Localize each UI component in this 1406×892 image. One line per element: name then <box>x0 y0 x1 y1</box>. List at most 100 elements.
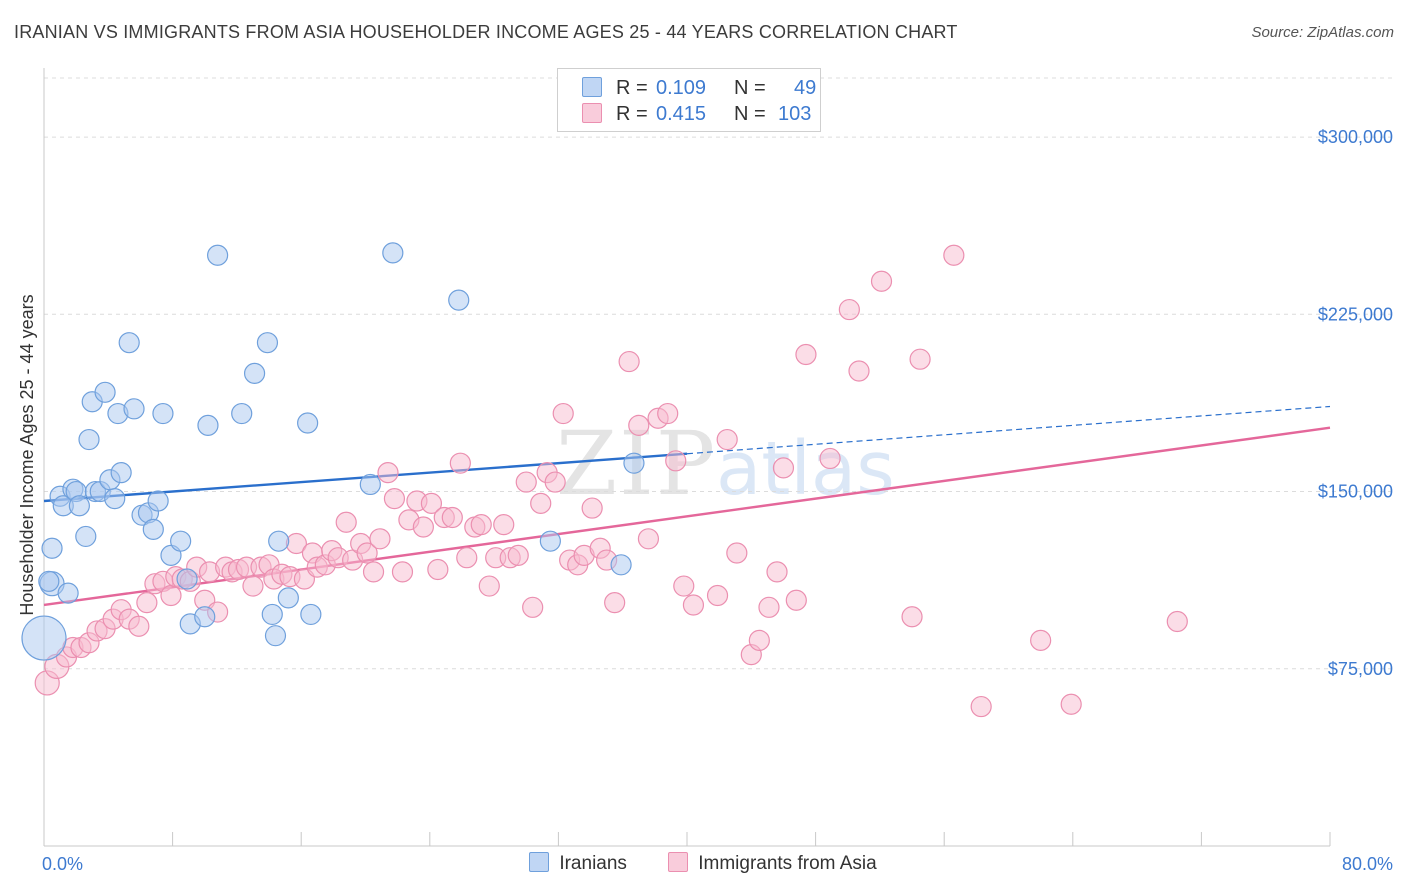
legend-r-label: R = <box>616 77 648 99</box>
asia-point <box>1060 693 1082 715</box>
iranians-point <box>623 452 645 474</box>
iranians-point <box>57 582 79 604</box>
asia-point <box>1030 629 1052 652</box>
legend-n-label: N = <box>734 103 766 125</box>
asia-point <box>618 350 640 373</box>
asia-point <box>420 492 443 514</box>
asia-point <box>552 402 574 425</box>
asia-point <box>870 270 893 292</box>
iranians-point <box>21 615 67 661</box>
asia-point <box>441 506 463 529</box>
iranians-point <box>268 530 290 552</box>
asia-point <box>665 450 687 472</box>
iranians-point <box>118 332 140 354</box>
asia-point <box>412 516 434 538</box>
chart-source: Source: ZipAtlas.com <box>1251 24 1394 41</box>
iranians-point <box>610 554 632 576</box>
asia-point <box>369 528 391 550</box>
x-tick-label: 80.0% <box>1342 854 1393 874</box>
iranians-point <box>297 412 319 434</box>
legend-item-asia: Immigrants from Asia <box>668 852 877 875</box>
asia-point <box>470 514 492 536</box>
y-tick-label: $75,000 <box>1328 659 1393 679</box>
iranians-point <box>261 603 283 626</box>
iranians-point <box>256 332 279 354</box>
iranians-point <box>264 625 287 647</box>
legend-n-value-iranians: 49 <box>794 77 817 99</box>
asia-point <box>604 592 626 614</box>
asia-point <box>522 596 544 618</box>
stats-legend: R = 0.109 N = 49 R = 0.415 N = 103 <box>557 68 821 132</box>
iranians-point <box>104 488 126 510</box>
legend-r-label: R = <box>616 103 648 125</box>
legend-swatch-iranians <box>582 77 602 97</box>
asia-point <box>758 596 780 618</box>
legend-swatch-iranians <box>529 852 550 872</box>
asia-point <box>785 589 807 611</box>
iranians-point <box>194 606 216 628</box>
asia-point <box>657 402 679 425</box>
iranians-point <box>300 603 322 626</box>
asia-point <box>515 471 537 493</box>
asia-point <box>362 561 385 583</box>
asia-point <box>456 547 478 569</box>
legend-swatch-asia <box>668 852 689 872</box>
iranians-point <box>197 414 219 436</box>
asia-point <box>772 457 795 479</box>
iranians-point <box>110 462 132 484</box>
y-axis-label: Householder Income Ages 25 - 44 years <box>17 294 37 615</box>
asia-point <box>356 542 378 564</box>
iranians-point <box>94 381 116 403</box>
asia-point <box>383 488 406 510</box>
y-tick-label: $150,000 <box>1318 482 1393 502</box>
asia-point <box>848 360 870 382</box>
iranians-point <box>176 568 198 590</box>
asia-point <box>544 471 566 493</box>
legend-item-iranians: Iranians <box>529 852 627 875</box>
iranians-point <box>152 402 174 425</box>
iranians-point <box>75 525 97 548</box>
asia-point <box>449 452 471 474</box>
asia-point <box>530 492 552 514</box>
iranians-point <box>231 402 253 425</box>
legend-n-value-asia: 103 <box>778 103 812 125</box>
iranians-point <box>142 518 164 540</box>
legend-r-value-asia: 0.415 <box>656 103 707 125</box>
iranians-point <box>539 530 561 552</box>
asia-point <box>507 544 529 566</box>
legend-label-asia: Immigrants from Asia <box>698 853 877 874</box>
iranians-point <box>277 587 299 609</box>
asia-point <box>716 428 738 451</box>
asia-point <box>726 542 748 564</box>
asia-point <box>943 244 965 266</box>
series-legend: Iranians Immigrants from Asia <box>0 852 1406 875</box>
asia-point <box>970 695 992 718</box>
iranians-point <box>38 570 60 592</box>
iranians-point <box>170 530 192 552</box>
asia-point <box>909 348 931 370</box>
iranians-trend-extension <box>686 405 1331 455</box>
iranians-point <box>207 244 229 266</box>
asia-point <box>377 462 399 484</box>
iranians-point <box>123 398 145 420</box>
iranians-point <box>359 473 381 496</box>
asia-point <box>335 511 357 533</box>
asia-point <box>838 298 860 321</box>
asia-point <box>136 592 158 614</box>
asia-point <box>795 343 817 366</box>
asia-point <box>1166 610 1188 633</box>
legend-row-iranians: R = 0.109 N = 49 <box>582 77 816 101</box>
legend-label-iranians: Iranians <box>559 853 627 874</box>
asia-point <box>493 514 515 536</box>
asia-point <box>391 561 414 583</box>
legend-n-label: N = <box>734 77 766 99</box>
asia-point <box>637 528 660 550</box>
asia-point <box>748 629 770 652</box>
legend-r-value-iranians: 0.109 <box>656 77 707 99</box>
asia-point <box>673 575 695 597</box>
iranians-point <box>68 495 90 517</box>
asia-point <box>682 594 705 616</box>
chart-title: IRANIAN VS IMMIGRANTS FROM ASIA HOUSEHOL… <box>14 22 958 42</box>
iranians-point <box>41 537 63 559</box>
